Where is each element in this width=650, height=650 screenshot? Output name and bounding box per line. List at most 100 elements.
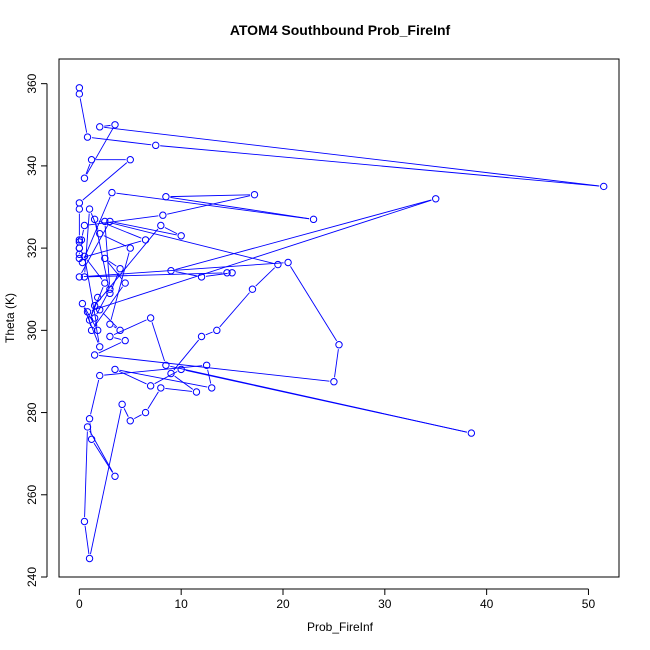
series-segment: [114, 337, 121, 340]
series-segment: [175, 199, 432, 270]
series-segment: [151, 322, 165, 362]
data-point: [116, 264, 124, 273]
data-point: [223, 269, 231, 277]
series-segment: [290, 266, 338, 342]
series-segment: [103, 235, 127, 247]
data-point: [432, 195, 440, 203]
series-segment: [85, 163, 91, 175]
data-point: [167, 267, 175, 275]
series-segment: [255, 267, 275, 287]
data-point: [197, 273, 206, 281]
data-point: [111, 121, 119, 129]
data-point: [96, 306, 104, 314]
series-segment: [90, 379, 100, 415]
data-point: [121, 279, 129, 287]
series-segment: [219, 292, 250, 328]
series-segment: [174, 375, 194, 390]
data-point: [106, 320, 114, 328]
y-tick-label: 280: [25, 402, 39, 422]
series-segment: [334, 349, 339, 378]
series-segment: [84, 525, 90, 555]
data-point: [101, 217, 109, 226]
series-segment: [83, 307, 99, 343]
series-segment: [123, 408, 129, 417]
data-point: [101, 254, 109, 263]
data-point: [118, 400, 126, 409]
data-point: [126, 244, 134, 252]
series-segment: [96, 292, 109, 315]
data-point: [75, 205, 84, 213]
data-point: [177, 365, 185, 374]
data-point: [106, 332, 114, 341]
plot-frame: [58, 58, 620, 578]
series-segment: [82, 162, 128, 201]
data-point: [90, 215, 99, 224]
data-point: [202, 361, 211, 369]
data-point: [274, 260, 282, 269]
data-point: [87, 326, 96, 335]
data-point: [83, 423, 92, 431]
data-point: [335, 341, 343, 349]
data-point: [83, 133, 92, 141]
series-segment: [205, 331, 213, 336]
y-tick-label: 240: [25, 567, 39, 587]
data-point: [80, 221, 89, 230]
y-tick-label: 320: [25, 238, 39, 258]
data-point: [248, 285, 257, 293]
data-point: [80, 517, 89, 526]
x-tick-label: 20: [276, 597, 290, 611]
data-point: [284, 258, 292, 267]
data-point: [78, 299, 87, 308]
x-tick-label: 0: [76, 597, 83, 611]
series-segment: [164, 227, 178, 235]
data-point: [330, 378, 338, 386]
data-point: [157, 384, 165, 392]
data-point: [85, 205, 94, 213]
data-point: [126, 417, 134, 425]
series-segment: [90, 213, 99, 230]
series-segment: [113, 326, 117, 329]
y-axis-label: Theta (K): [3, 293, 17, 343]
series-segment: [91, 137, 152, 146]
data-point: [146, 314, 155, 322]
data-point: [75, 236, 84, 244]
series-segment: [119, 369, 208, 388]
series-segment: [81, 229, 84, 236]
data-point: [106, 217, 114, 226]
data-point: [192, 388, 201, 396]
data-point: [101, 279, 109, 287]
data-point: [146, 382, 155, 390]
series-segment: [97, 228, 159, 303]
series-segment: [107, 261, 123, 280]
data-point: [85, 415, 94, 423]
data-point: [90, 301, 99, 310]
data-point: [96, 371, 104, 380]
series-segment: [83, 240, 142, 258]
series-points: [75, 84, 608, 563]
series-segment: [170, 196, 310, 220]
series-segment: [83, 262, 284, 278]
data-point: [90, 314, 99, 322]
x-tick-label: 40: [480, 597, 494, 611]
data-point: [93, 326, 102, 335]
data-point: [93, 293, 102, 302]
data-point: [121, 336, 129, 345]
data-point: [111, 365, 119, 374]
data-point: [75, 199, 84, 207]
series-segment: [86, 128, 114, 175]
series-segment: [84, 431, 88, 518]
x-tick-label: 10: [175, 597, 189, 611]
x-axis: 0 10 20 30 40 50: [76, 588, 595, 611]
series-segment: [88, 215, 159, 226]
data-point: [87, 156, 96, 164]
series-segment: [104, 126, 600, 187]
data-point: [157, 221, 165, 230]
series-segment: [93, 442, 113, 473]
data-point: [177, 232, 185, 240]
series-segment: [86, 259, 103, 280]
series-segment: [98, 342, 122, 354]
series-segment: [98, 220, 142, 239]
series-segment: [90, 408, 122, 555]
data-point: [108, 188, 116, 197]
